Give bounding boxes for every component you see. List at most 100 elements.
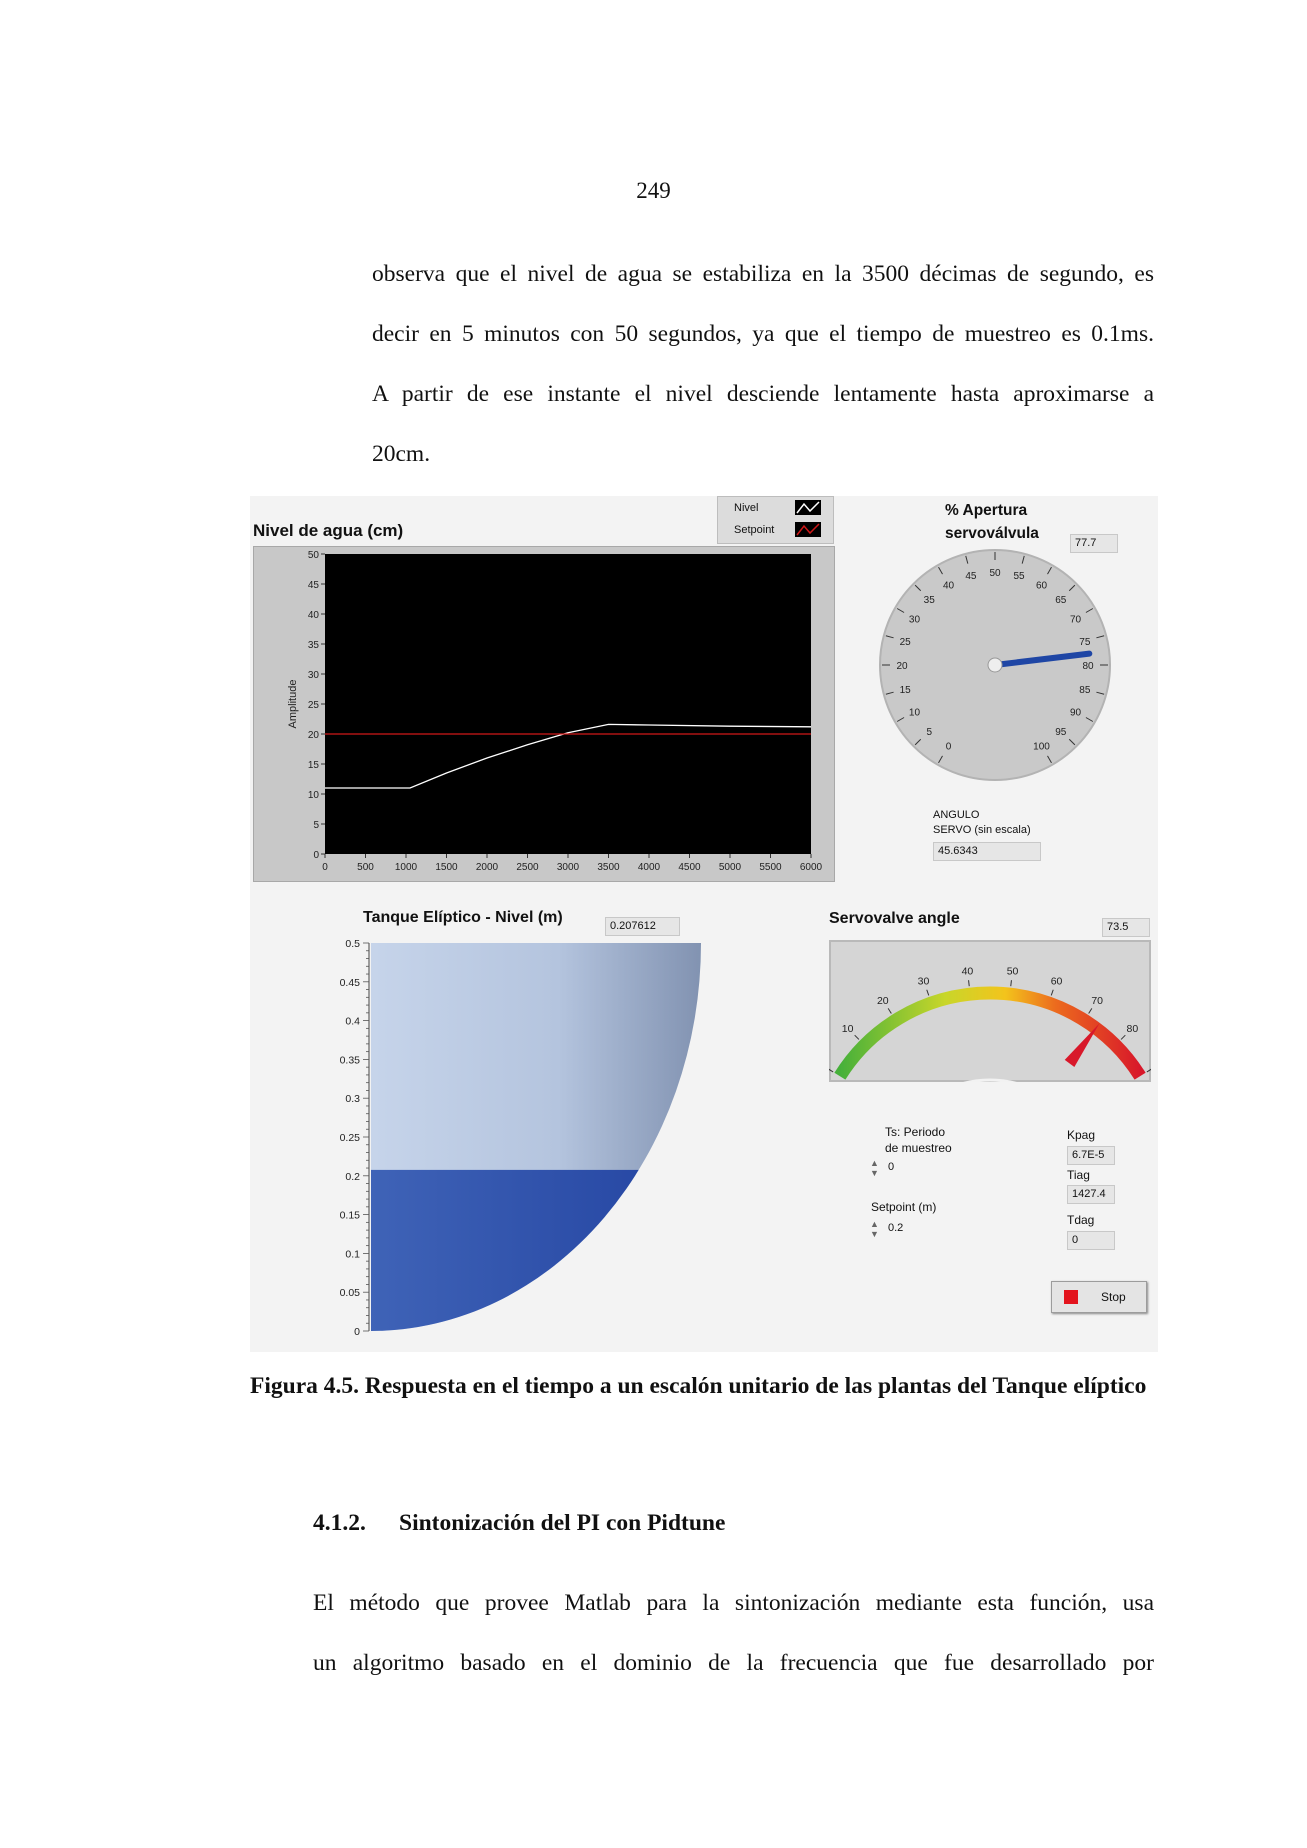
meter-tick <box>854 1034 860 1040</box>
paragraph-intro: observa que el nivel de agua se estabili… <box>372 244 1154 484</box>
meter-tick <box>968 980 970 987</box>
x-tick-label: 0 <box>322 862 328 873</box>
x-tick-label: 5000 <box>719 862 742 873</box>
section-title: Sintonización del PI con Pidtune <box>399 1510 726 1536</box>
paragraph-line: decir en 5 minutos con 50 segundos, ya q… <box>372 321 1154 347</box>
setpoint-label: Setpoint (m) <box>871 1200 937 1214</box>
gauge-tick <box>1085 717 1094 722</box>
gauge-tick <box>896 608 905 613</box>
setpoint-value[interactable]: 0.2 <box>888 1222 904 1234</box>
y-tick-label: 20 <box>308 730 320 741</box>
gauge-tick-label: 0 <box>946 742 952 753</box>
gauge-tick-label: 35 <box>924 595 936 606</box>
gauge-tick-label: 10 <box>909 708 921 719</box>
tank-tick-label: 0.3 <box>345 1093 360 1105</box>
stop-button[interactable]: Stop <box>1051 1281 1147 1313</box>
gauge-tick <box>965 555 969 564</box>
gauge-title: % Apertura servoválvula <box>945 499 1039 545</box>
gauge-value-display: 77.7 <box>1070 534 1118 553</box>
gauge-tick <box>1096 635 1105 639</box>
water-level-chart: Amplitude 0 5 10 15 20 25 30 35 40 45 50 0 500 1000 1… <box>287 550 823 873</box>
tank-tick-label: 0.45 <box>340 977 361 989</box>
gauge-tick-label: 50 <box>989 568 1001 579</box>
ts-value[interactable]: 0 <box>888 1161 895 1173</box>
tiag-value: 1427.4 <box>1067 1185 1115 1204</box>
tank-tick-label: 0.35 <box>340 1054 361 1066</box>
tank-tick-label: 0.2 <box>345 1171 360 1183</box>
meter-tick <box>926 989 930 996</box>
gauge-tick-label: 100 <box>1033 742 1050 753</box>
y-tick-label: 15 <box>308 760 320 771</box>
servo-angle-label-line2: SERVO (sin escala) <box>933 824 1031 836</box>
tank-tick-label: 0.05 <box>340 1287 361 1299</box>
tank-tick-label: 0.15 <box>340 1210 361 1222</box>
gauge-tick <box>1068 584 1076 592</box>
meter-tick-label: 20 <box>877 995 889 1007</box>
gauge-tick <box>1021 555 1025 564</box>
meter-scale-arc <box>834 986 1146 1080</box>
gauge-tick <box>896 717 905 722</box>
setpoint-increment-decrement-icon[interactable]: ▲ ▼ <box>870 1219 879 1239</box>
gauge-tick <box>938 755 943 764</box>
y-tick-label: 5 <box>313 820 319 831</box>
x-tick-label: 4000 <box>638 862 661 873</box>
gauge-tick <box>914 738 922 746</box>
stop-button-label[interactable]: Stop <box>1101 1290 1126 1304</box>
servo-angle-label-line1: ANGULO <box>933 809 980 821</box>
meter-value-display: 73.5 <box>1102 918 1150 937</box>
ts-label-line2: de muestreo <box>885 1141 952 1155</box>
gauge-title-line1: % Apertura <box>945 502 1028 519</box>
meter-tick-label: 80 <box>1127 1023 1139 1035</box>
y-tick-label: 45 <box>308 580 320 591</box>
gauge-tick-label: 85 <box>1079 685 1091 696</box>
gauge-tick <box>1047 755 1052 764</box>
meter-needle <box>1064 1023 1100 1067</box>
meter-frame <box>829 940 1151 1082</box>
tank-fill-level <box>371 1169 701 1331</box>
meter-tick <box>1088 1008 1093 1014</box>
tank-tick-label: 0 <box>354 1326 360 1338</box>
y-tick-label: 30 <box>308 670 320 681</box>
gauge-tick <box>885 635 894 639</box>
servo-angle-label: ANGULO SERVO (sin escala) <box>933 808 1031 838</box>
x-tick-label: 3000 <box>557 862 580 873</box>
page-number: 249 <box>636 178 671 203</box>
gauge-tick-label: 90 <box>1070 708 1082 719</box>
x-tick-label: 1500 <box>435 862 458 873</box>
legend-label-nivel: Nivel <box>734 502 759 514</box>
stop-indicator-icon <box>1064 1290 1078 1304</box>
tiag-label: Tiag <box>1067 1168 1090 1182</box>
elliptic-tank: 0 0.05 0.1 0.15 0.2 0.25 0.3 0.35 0.4 0.45 0.5 <box>340 938 701 1338</box>
x-tick-label: 5500 <box>759 862 782 873</box>
gauge-tick-label: 80 <box>1082 661 1094 672</box>
meter-tick-label: 40 <box>962 965 974 977</box>
gauge-tick-label: 25 <box>900 637 912 648</box>
tank-tick-label: 0.1 <box>345 1248 360 1260</box>
gauge-tick <box>938 566 943 575</box>
x-tick-label: 1000 <box>395 862 418 873</box>
gauge-tick-label: 65 <box>1055 595 1067 606</box>
paragraph-line: un algoritmo basado en el dominio de la … <box>313 1650 1154 1676</box>
gauge-tick <box>1096 691 1105 695</box>
meter-tick-label: 60 <box>1051 975 1063 987</box>
paragraph-method: El método que provee Matlab para la sint… <box>313 1573 1154 1693</box>
tank-value-display: 0.207612 <box>605 917 680 936</box>
meter-tick <box>1146 1068 1151 1073</box>
y-tick-label: 40 <box>308 610 320 621</box>
setpoint-numeric-control[interactable]: ▲ ▼ 0.2 <box>870 1219 936 1239</box>
ts-increment-decrement-icon[interactable]: ▲ ▼ <box>870 1158 879 1178</box>
section-heading: 4.1.2. Sintonización del PI con Pidtune <box>313 1510 725 1537</box>
paragraph-line: A partir de ese instante el nivel descie… <box>372 381 1154 407</box>
gauge-title-line2: servoválvula <box>945 525 1039 542</box>
tdag-value: 0 <box>1067 1231 1115 1250</box>
kpag-label: Kpag <box>1067 1128 1096 1142</box>
gauge-tick-label: 55 <box>1014 571 1026 582</box>
gauge-tick-label: 60 <box>1036 580 1048 591</box>
gauge-tick <box>1068 738 1076 746</box>
chart-legend: Nivel Setpoint <box>717 496 834 544</box>
y-tick-label: 0 <box>313 850 319 861</box>
ts-numeric-control[interactable]: ▲ ▼ 0 <box>870 1158 936 1178</box>
paragraph-line: El método que provee Matlab para la sint… <box>313 1590 1154 1616</box>
ts-label: Ts: Periodo de muestreo <box>885 1124 952 1156</box>
servo-angle-value: 45.6343 <box>933 842 1041 861</box>
